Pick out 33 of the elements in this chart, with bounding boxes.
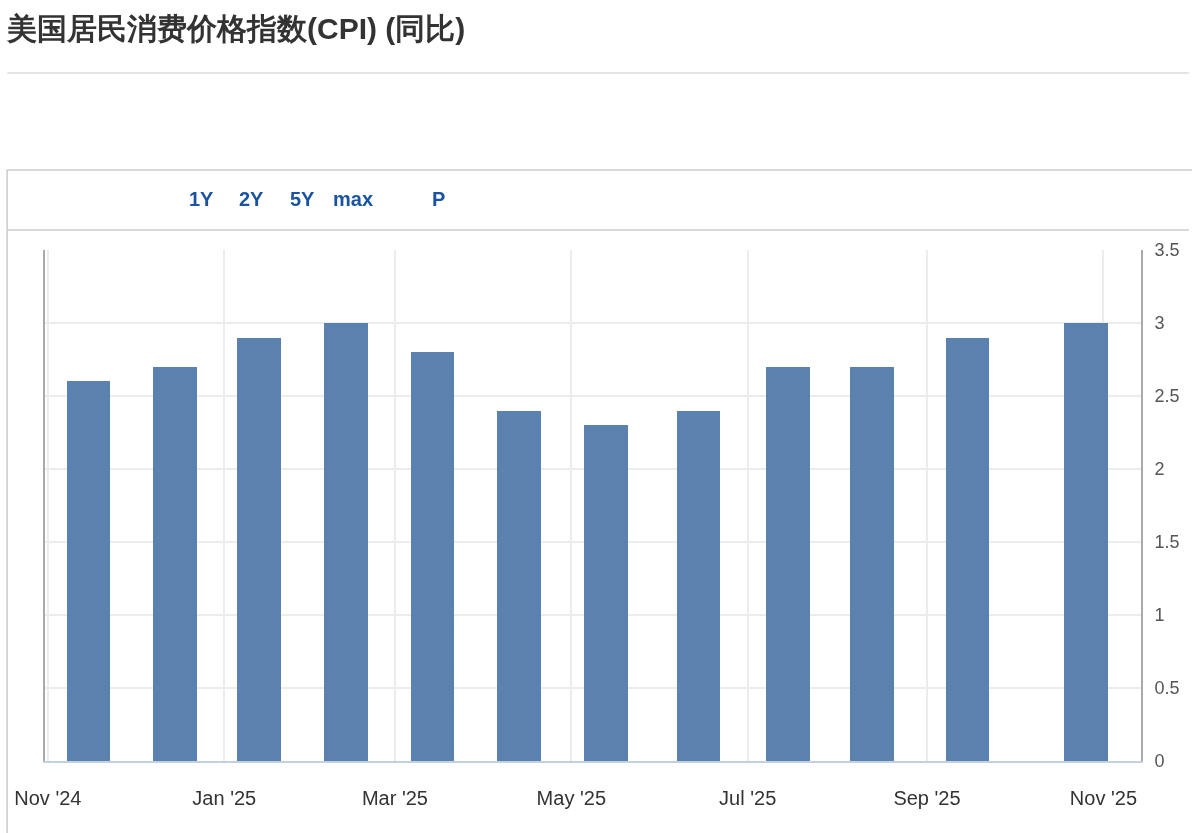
bar bbox=[411, 352, 454, 761]
x-tick-label: Jan '25 bbox=[192, 787, 257, 809]
x-tick-label: Mar '25 bbox=[361, 787, 428, 809]
y-tick-label: 0 bbox=[1154, 751, 1165, 772]
x-tick-label: Nov '25 bbox=[1069, 787, 1137, 809]
text: 5Y bbox=[290, 188, 316, 210]
bar bbox=[850, 367, 894, 761]
x-tick-label: Nov '24 bbox=[14, 787, 82, 809]
y-tick-label: 2.5 bbox=[1154, 386, 1180, 407]
y-tick-label: 3.5 bbox=[1154, 240, 1180, 261]
bar bbox=[766, 367, 810, 761]
bar bbox=[497, 411, 541, 761]
bar bbox=[153, 367, 197, 761]
text: 1Y bbox=[189, 188, 215, 210]
y-tick-label: 1.5 bbox=[1154, 532, 1180, 553]
y-tick-label: 0.5 bbox=[1154, 678, 1180, 699]
bar bbox=[584, 425, 628, 761]
bar bbox=[67, 381, 110, 761]
x-tick-label: Jul '25 bbox=[719, 787, 777, 809]
y-tick-label: 2 bbox=[1154, 459, 1165, 480]
x-tick-label: May '25 bbox=[536, 787, 607, 809]
chart-title: 美国居民消费价格指数(CPI) (同比) bbox=[6, 11, 466, 45]
text: P bbox=[432, 188, 446, 210]
bar bbox=[677, 411, 720, 761]
y-tick-label: 1 bbox=[1154, 605, 1165, 626]
text: max bbox=[333, 188, 374, 210]
bar bbox=[324, 323, 368, 761]
bar bbox=[237, 338, 281, 761]
text: 2Y bbox=[239, 188, 265, 210]
x-tick-label: Sep '25 bbox=[893, 787, 961, 809]
bar bbox=[1064, 323, 1108, 761]
bar bbox=[946, 338, 989, 761]
y-tick-label: 3 bbox=[1154, 313, 1165, 334]
